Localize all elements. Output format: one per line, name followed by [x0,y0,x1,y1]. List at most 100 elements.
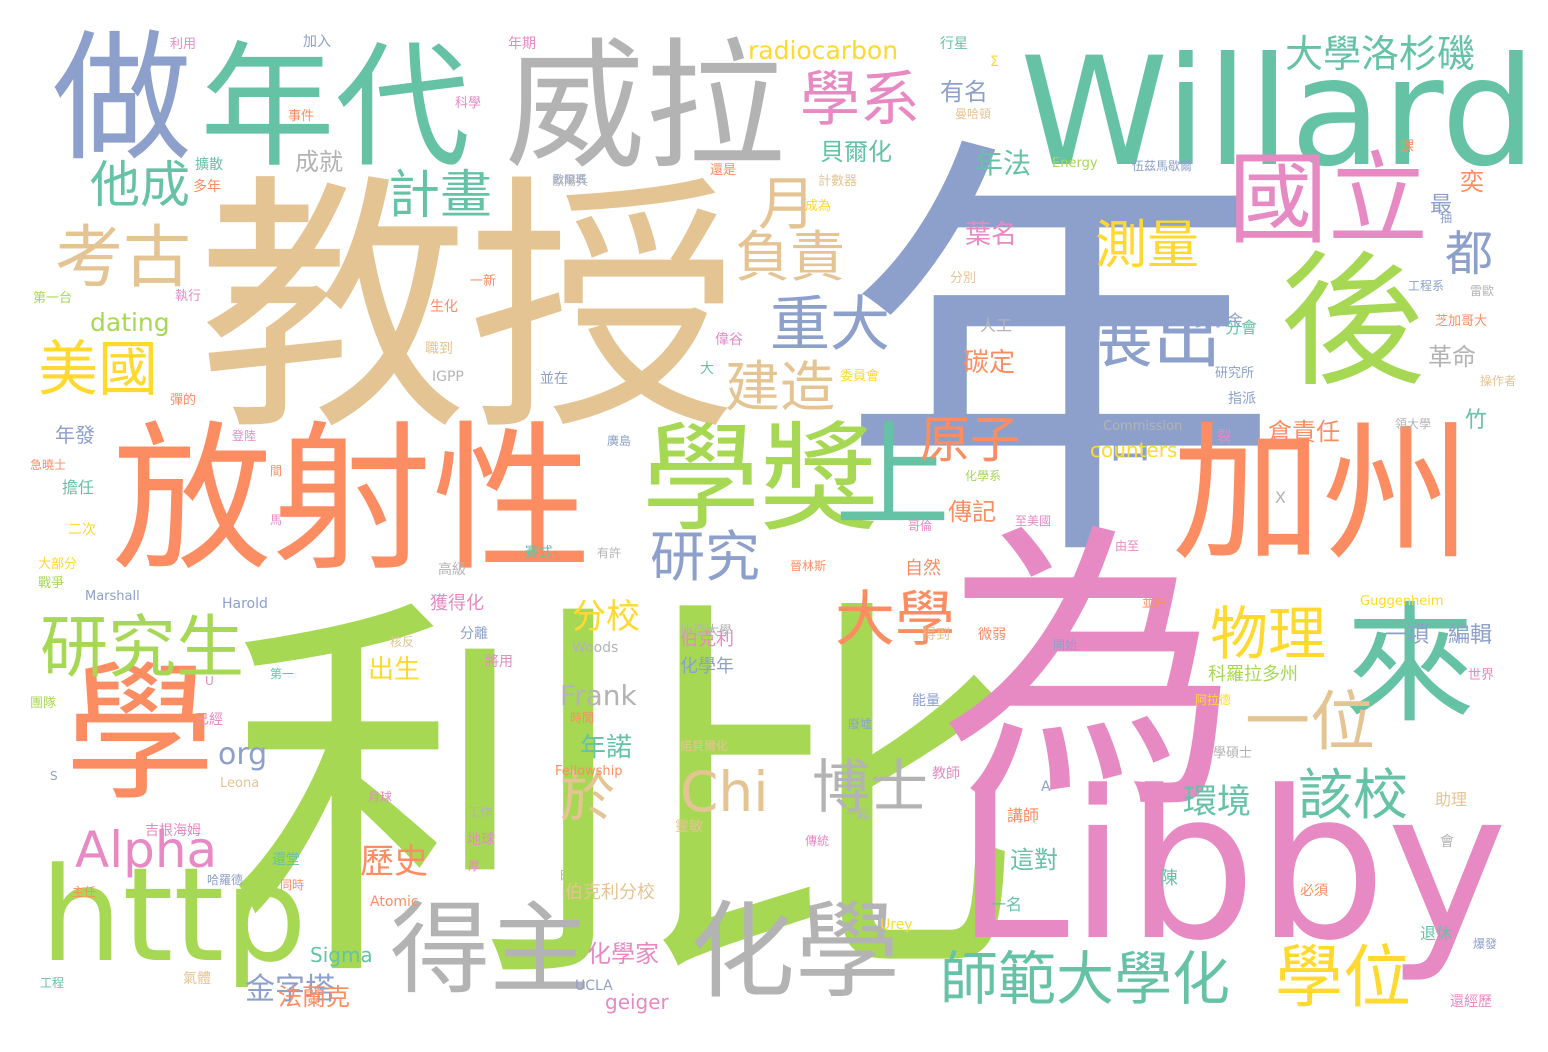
word-25: 考古 [55,219,192,298]
word-27: 他成 [90,156,190,214]
word-127: 一新 [470,274,497,289]
word-81: 化學家 [587,940,659,968]
word-91: 最 [1430,193,1453,218]
word-10: 做 [52,18,193,181]
word-104: 獲得化 [430,593,484,614]
word-163: 能量 [912,693,940,709]
word-49: 環境 [1183,782,1251,822]
word-72: 貝爾化 [820,138,892,166]
word-13: 加州 [1172,408,1473,582]
word-51: 分校 [572,597,640,637]
word-190: 時 [560,869,574,885]
word-188: 哈羅德 [207,873,244,887]
word-105: 一名 [990,895,1023,914]
word-137: 多年 [193,179,221,195]
word-175: 有許 [597,546,622,560]
word-130: 彈的 [170,393,197,408]
word-124: 團隊 [30,696,57,711]
word-21: 學系 [800,65,920,135]
word-71: 年法 [975,147,1032,180]
word-20: 國立 [1228,141,1428,258]
word-129: 並在 [540,371,568,387]
word-4: 為 [940,500,1240,849]
word-111: 必須 [1300,883,1328,899]
word-x: X [1275,488,1286,507]
word-150: 雷歐 [1470,284,1495,298]
word-46: 於 [560,765,616,829]
word-33: 負責 [735,225,846,289]
word-94: 分會 [1225,318,1258,337]
word-131: 職到 [425,341,453,357]
word-99: 委員會 [840,369,880,384]
word-153: 領大學 [1395,417,1432,431]
word-guggenheim: Guggenheim [1360,594,1444,609]
word-102: 比亞大學 [680,624,733,639]
word-41: 大學 [835,585,955,655]
word-95: 研究所 [1215,366,1255,381]
word-149: 抽 [1440,211,1453,225]
word-dating: dating [90,308,170,337]
word-35: 月 [758,170,817,238]
word-24: 研究生 [40,609,245,688]
word-73: 有名 [940,78,988,106]
word-181: 馬 [270,513,283,527]
word-92: 科羅拉多州 [1208,664,1298,685]
word-19: 上 [835,410,951,544]
word-144: 行星 [940,36,968,52]
word-156: 至美國 [1015,514,1052,528]
word-109: 退休 [1420,924,1453,943]
word-16: 得主 [390,891,590,1008]
word-108: 助理 [1435,790,1468,809]
word-135: 成為 [805,199,832,214]
word-83: 一項 [1385,623,1430,648]
word-126: 執行 [175,289,202,304]
word-179: 登陸 [232,429,257,443]
word-155: 哥倫 [908,519,933,533]
word-186: 爆發 [1473,937,1498,951]
word-1: 年 [840,104,1280,616]
word-157: 晉林斯 [790,559,827,573]
word-s: S [50,769,58,783]
word-96: 指派 [1228,391,1256,407]
word-113: 世界 [1468,668,1495,683]
word-166: 廢墟 [848,717,873,731]
word-alpha: Alpha [75,821,218,879]
word-11: 學 [65,648,216,822]
word-29: 大學洛杉磯 [1285,32,1476,76]
word-44: 研究 [650,525,761,589]
word-willard: Willard [1020,26,1537,200]
word-frank: Frank [560,679,637,712]
word-187: 主任 [72,885,97,899]
word-121: 二次 [68,522,96,538]
word-75: 葉名 [965,220,1018,250]
word-141: 利用 [170,37,197,52]
word-158: 微弱 [978,627,1006,643]
word-165: 時間 [570,711,595,725]
word-40: 該校 [1298,763,1409,827]
word-38: 物理 [1210,600,1327,668]
word-17: 化學 [690,891,901,1013]
word-139: 事件 [288,109,315,124]
word-119: 擔任 [62,478,95,497]
word-117: 吉根海姆 [145,823,201,839]
word-37: 一位 [1245,685,1376,760]
word-43: 日 [1105,411,1155,469]
word-34: 建造 [725,355,836,419]
word-harold: Harold [222,596,268,612]
word-152: 操作者 [1480,374,1517,388]
word-geiger: geiger [605,990,669,1014]
word-167: 諾貝爾化 [680,739,729,753]
word-89: 竹 [1465,408,1488,433]
word-138: 擴散 [195,157,223,173]
word-176: 賽式 [525,545,553,561]
word-80: 法蘭克 [278,983,350,1011]
word-90: 奕 [1460,168,1484,196]
word-82: 伯克利分校 [565,882,655,903]
word-atomic: Atomic [370,894,419,910]
word-36: 都 [1445,226,1494,282]
word-120: 高級 [438,562,466,578]
word-101: 伯克利 [680,629,734,650]
word-u: U [205,674,214,688]
word-fellowship: Fellowship [555,764,623,779]
word-177: 廣島 [607,434,632,448]
